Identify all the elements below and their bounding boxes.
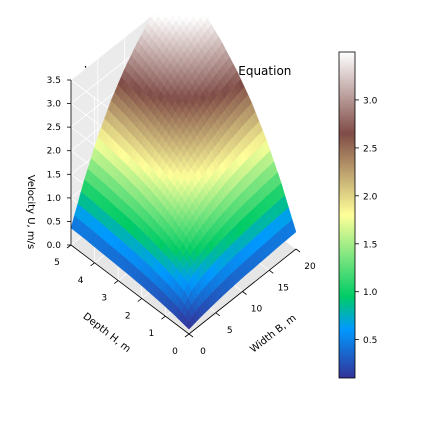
z-tick-label: 1.5: [47, 170, 61, 180]
z-tick-label: 0.0: [47, 241, 62, 251]
surface-facet: [185, 320, 193, 330]
colorbar-fill: [338, 51, 356, 379]
y-tick: [137, 298, 143, 302]
x-tick: [188, 333, 194, 338]
y-tick-label: 1: [149, 329, 155, 339]
x-tick: [269, 269, 274, 274]
x-tick-label: 10: [251, 305, 263, 315]
colorbar-ticks: 0.5 1.0 1.5 2.0 2.5 3.0: [355, 96, 378, 346]
x-axis: 0 5 10 15 20: [188, 248, 316, 357]
z-tick-label: 3.5: [47, 76, 61, 86]
z-tick-label: 2.0: [47, 147, 62, 157]
colorbar-tick-label: 2.5: [363, 144, 377, 154]
x-tick-label: 20: [304, 262, 316, 272]
z-tick-label: 0.5: [47, 217, 61, 227]
x-tick: [295, 248, 301, 253]
y-tick: [66, 244, 72, 249]
colorbar-tick-label: 1.5: [363, 240, 377, 250]
y-axis: 0 1 2 3 4 5: [54, 244, 190, 357]
z-tick-label: 2.5: [47, 123, 61, 133]
z-tick-label: 3.0: [47, 100, 62, 110]
y-tick: [113, 280, 119, 284]
x-tick-label: 5: [227, 326, 233, 336]
surface-plot: [70, 0, 297, 330]
z-axis: 0.0 0.5 1.0 1.5 2.0 2.5 3.0 3.5: [47, 76, 72, 251]
colorbar-tick-label: 0.5: [363, 336, 377, 346]
colorbar-tick-label: 1.0: [363, 288, 378, 298]
y-tick-label: 2: [125, 311, 131, 321]
x-tick: [215, 312, 221, 317]
y-tick-label: 0: [172, 347, 178, 357]
y-tick-label: 3: [101, 294, 107, 304]
y-tick-label: 4: [78, 276, 84, 286]
colorbar: 0.5 1.0 1.5 2.0 2.5 3.0: [338, 51, 378, 379]
x-axis-label: Width B, m: [248, 313, 298, 356]
z-axis-label: Velocity U, m/s: [25, 175, 36, 249]
y-tick-label: 5: [54, 258, 60, 268]
z-tick-label: 1.0: [47, 194, 62, 204]
y-tick: [161, 315, 166, 320]
y-tick: [184, 333, 190, 338]
x-tick: [242, 291, 247, 295]
colorbar-tick-label: 3.0: [363, 96, 378, 106]
y-axis-line: [70, 244, 190, 335]
x-tick-label: 0: [200, 347, 206, 357]
colorbar-tick-label: 2.0: [363, 192, 378, 202]
y-tick: [90, 262, 95, 267]
x-tick-label: 15: [278, 283, 289, 293]
